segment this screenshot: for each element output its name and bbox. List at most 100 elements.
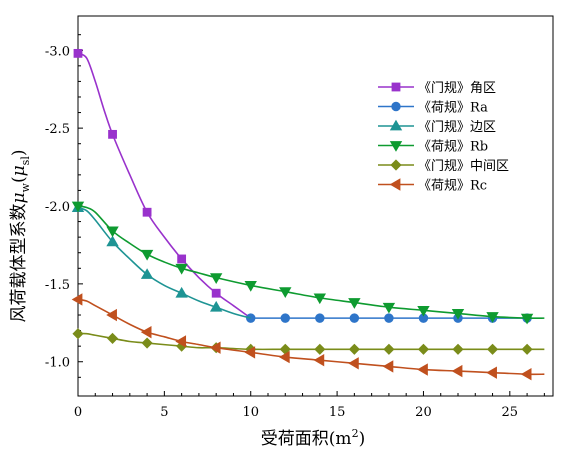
data-point (142, 207, 152, 217)
x-tick-label: 10 (242, 405, 259, 420)
data-point (279, 287, 292, 298)
data-point (417, 363, 428, 376)
data-point (278, 350, 290, 364)
x-tick-label: 0 (74, 405, 82, 420)
y-axis-title-paren-open: ( (9, 176, 29, 183)
legend-item-3: 《荷规》Rb (378, 140, 488, 155)
data-point (106, 308, 117, 322)
data-point (382, 302, 396, 314)
data-point (175, 263, 188, 275)
data-point (280, 313, 290, 323)
data-point (140, 325, 152, 339)
data-point (313, 353, 325, 367)
series-line (77, 205, 545, 320)
data-point (177, 254, 187, 264)
data-point (211, 288, 221, 298)
y-tick-label: -1.0 (45, 356, 70, 371)
y-tick-label: -3.0 (45, 44, 70, 59)
legend-item-5: 《荷规》Rc (378, 178, 487, 194)
data-point (315, 313, 325, 323)
data-point (141, 337, 153, 349)
legend-label: 《门规》中间区 (418, 159, 509, 174)
data-point (348, 343, 360, 355)
series-line (77, 298, 545, 376)
legend: 《门规》角区《荷规》Ra 《门规》边区《荷规》Rb 《门规》中间区《荷规》Rc (378, 81, 509, 194)
y-axis-title-paren-close: ) (9, 150, 29, 157)
series-2 (71, 201, 251, 319)
data-point (106, 235, 119, 247)
x-tick-label: 20 (415, 405, 432, 420)
y-tick-label: -2.0 (45, 200, 70, 215)
data-point (520, 368, 532, 381)
data-point (71, 293, 83, 306)
data-point (314, 343, 326, 355)
legend-label: 《荷规》Rb (418, 140, 488, 155)
data-point (108, 129, 117, 139)
data-point (244, 346, 256, 359)
data-point (348, 357, 359, 370)
y-tick-label: -1.5 (45, 278, 70, 293)
data-point (73, 48, 83, 58)
y-axis-title-sub-w: w (19, 182, 32, 192)
series-3 (71, 201, 545, 325)
data-point (384, 313, 394, 323)
legend-swatch-marker (389, 141, 403, 152)
legend-label: 《荷规》Ra (418, 101, 488, 116)
data-point (175, 335, 187, 348)
y-tick-label: -2.5 (45, 122, 70, 137)
axes-layer: 0 5 10 15 20 25 -3.0 -2.5 -2.0 -1.5 -1.0 (45, 15, 554, 420)
x-tick-label: 15 (329, 405, 346, 420)
y-axis-title-main: 风荷载体型系数 (9, 204, 29, 323)
x-tick-label: 25 (502, 405, 519, 420)
data-point (521, 343, 533, 355)
legend-swatch-marker (389, 119, 403, 131)
plot-frame (77, 15, 554, 397)
data-point (520, 313, 534, 325)
data-point (175, 286, 188, 298)
data-point (140, 249, 154, 261)
data-point (451, 364, 463, 378)
y-axis-title-mu-w: μ (9, 192, 29, 203)
data-point (486, 312, 499, 323)
x-tick-label: 5 (160, 405, 168, 420)
series-4 (72, 328, 545, 355)
data-point (451, 309, 465, 320)
legend-swatch-marker (391, 82, 401, 92)
y-axis-title-mu-sl: μ (9, 165, 29, 176)
y-axis-title-sub-sl: sl (19, 156, 32, 166)
data-point (486, 343, 499, 355)
x-axis-title-sup: 2 (352, 427, 359, 440)
x-axis-title-close: ) (359, 429, 366, 449)
legend-item-1: 《荷规》Ra (378, 101, 488, 116)
legend-label: 《门规》边区 (418, 120, 496, 135)
legend-swatch-marker (390, 159, 402, 171)
data-point (209, 273, 223, 284)
legend-swatch-marker (391, 101, 401, 112)
data-point (209, 300, 223, 312)
series-5 (71, 293, 545, 381)
legend-item-0: 《门规》角区 (378, 81, 496, 96)
data-point (106, 226, 119, 238)
data-point (348, 298, 361, 309)
data-point (417, 343, 430, 355)
data-point (486, 366, 497, 379)
x-axis-title-main: 受荷面积(m (261, 429, 352, 449)
series-layer (71, 48, 545, 381)
series-0 (73, 48, 252, 319)
data-point (417, 305, 430, 317)
data-point (140, 268, 154, 279)
series-line (77, 52, 252, 319)
legend-item-2: 《门规》边区 (378, 119, 496, 135)
data-point (452, 343, 464, 355)
y-axis-title: 风荷载体型系数μw(μsl) (9, 150, 32, 323)
legend-item-4: 《门规》中间区 (378, 159, 509, 174)
data-point (383, 343, 395, 355)
data-point (72, 328, 84, 340)
data-point (106, 332, 119, 344)
legend-label: 《荷规》Rc (418, 179, 487, 194)
data-point (71, 201, 85, 213)
data-point (349, 313, 360, 323)
legend-label: 《门规》角区 (418, 81, 496, 96)
